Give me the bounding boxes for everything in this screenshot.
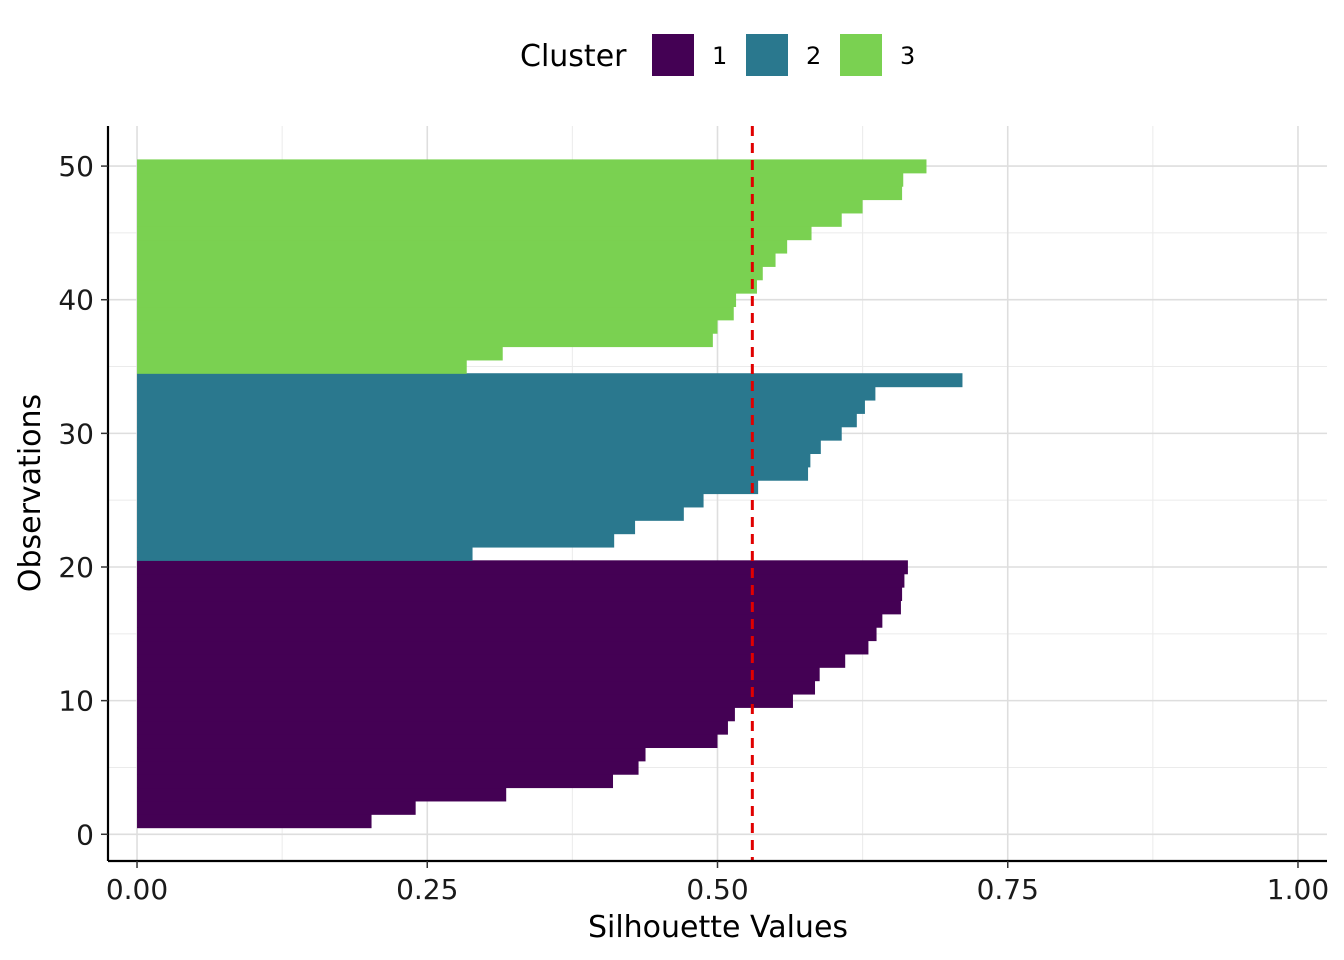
bar-cluster-2-obs-25	[137, 493, 704, 508]
x-tick-label: 0.75	[977, 873, 1039, 906]
bar-cluster-2-obs-21	[137, 546, 473, 561]
bar-cluster-2-obs-23	[137, 520, 636, 535]
bar-cluster-1-obs-12	[137, 667, 820, 682]
bar-cluster-3-obs-44	[137, 239, 788, 254]
bar-cluster-1-obs-11	[137, 680, 816, 695]
bar-cluster-2-obs-26	[137, 480, 759, 495]
legend-entry-2: 2	[746, 34, 821, 76]
bar-cluster-3-obs-43	[137, 252, 776, 267]
x-axis-title: Silhouette Values	[588, 910, 848, 945]
bar-cluster-3-obs-37	[137, 333, 713, 348]
bar-cluster-2-obs-24	[137, 506, 684, 521]
legend-title: Cluster	[520, 39, 627, 74]
bar-cluster-3-obs-45	[137, 226, 812, 241]
bar-cluster-2-obs-34	[137, 373, 963, 388]
bar-cluster-1-obs-3	[137, 787, 507, 802]
y-tick-label: 50	[58, 150, 94, 183]
bar-cluster-2-obs-28	[137, 453, 811, 468]
legend-entry-3: 3	[840, 34, 915, 76]
bar-cluster-3-obs-39	[137, 306, 734, 321]
bar-cluster-1-obs-17	[137, 600, 901, 615]
bar-cluster-3-obs-50	[137, 159, 927, 174]
bar-cluster-3-obs-47	[137, 199, 863, 214]
bar-cluster-2-obs-32	[137, 399, 865, 414]
legend-swatch-1	[652, 34, 694, 76]
bar-cluster-1-obs-2	[137, 800, 416, 815]
bar-cluster-3-obs-35	[137, 359, 467, 374]
y-tick-label: 40	[58, 284, 94, 317]
bar-cluster-3-obs-49	[137, 172, 904, 187]
legend-label-1: 1	[712, 42, 727, 70]
bar-cluster-1-obs-4	[137, 774, 614, 789]
bar-cluster-1-obs-5	[137, 760, 639, 775]
bar-cluster-2-obs-31	[137, 413, 857, 428]
x-tick-label: 0.00	[106, 873, 168, 906]
legend: Cluster 1 2 3	[520, 34, 915, 76]
bar-cluster-1-obs-9	[137, 707, 735, 722]
legend-entry-1: 1	[652, 34, 727, 76]
bar-cluster-1-obs-8	[137, 720, 728, 735]
y-tick-label: 20	[58, 551, 94, 584]
bar-cluster-3-obs-36	[137, 346, 503, 361]
bar-cluster-2-obs-22	[137, 533, 615, 548]
bar-cluster-1-obs-7	[137, 734, 718, 749]
y-tick-label: 0	[76, 818, 94, 851]
bar-cluster-1-obs-6	[137, 747, 646, 762]
bar-cluster-2-obs-29	[137, 440, 821, 455]
bar-cluster-1-obs-19	[137, 573, 905, 588]
bar-cluster-1-obs-14	[137, 640, 869, 655]
y-axis-title: Observations	[13, 394, 48, 592]
bar-cluster-3-obs-40	[137, 293, 737, 308]
x-tick-label: 0.25	[396, 873, 458, 906]
bar-cluster-1-obs-15	[137, 627, 877, 642]
bar-cluster-3-obs-42	[137, 266, 763, 281]
legend-swatch-2	[746, 34, 788, 76]
bar-cluster-1-obs-16	[137, 613, 883, 628]
legend-swatch-3	[840, 34, 882, 76]
bar-cluster-1-obs-1	[137, 814, 372, 829]
bar-cluster-3-obs-48	[137, 186, 903, 201]
bar-cluster-2-obs-30	[137, 426, 842, 441]
y-tick-label: 10	[58, 685, 94, 718]
bar-cluster-2-obs-33	[137, 386, 876, 401]
bar-cluster-3-obs-41	[137, 279, 757, 294]
legend-label-2: 2	[806, 42, 821, 70]
legend-label-3: 3	[900, 42, 915, 70]
bar-cluster-1-obs-20	[137, 560, 908, 575]
x-tick-label: 0.50	[686, 873, 748, 906]
bar-cluster-1-obs-13	[137, 653, 846, 668]
plot-area: 0.00 0.25 0.50 0.75 1.00 0 10 20 30 40 50	[58, 126, 1329, 906]
bar-cluster-3-obs-46	[137, 212, 842, 227]
bar-cluster-1-obs-18	[137, 587, 903, 602]
bar-cluster-3-obs-38	[137, 319, 718, 334]
bar-cluster-2-obs-27	[137, 466, 809, 481]
bar-cluster-1-obs-10	[137, 693, 793, 708]
y-tick-label: 30	[58, 417, 94, 450]
x-tick-label: 1.00	[1267, 873, 1329, 906]
